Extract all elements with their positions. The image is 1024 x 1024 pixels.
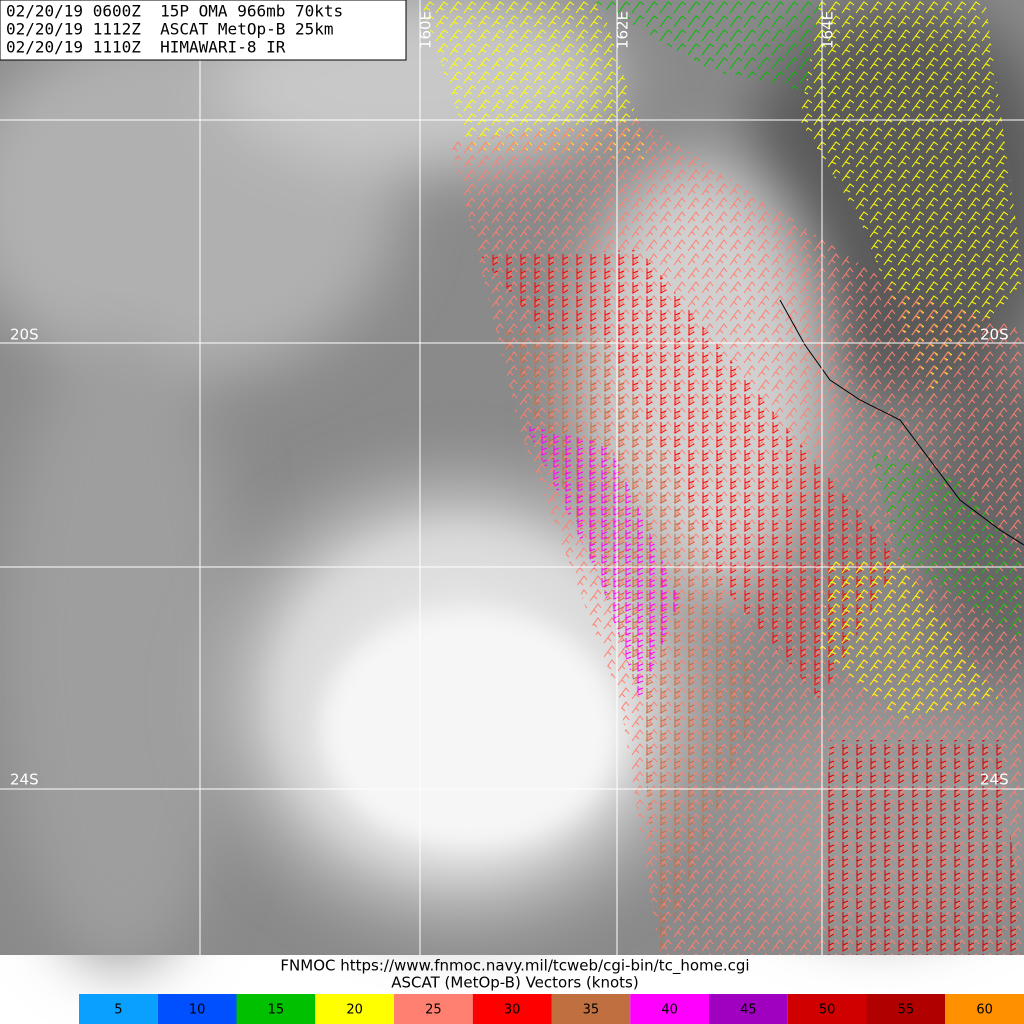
legend-swatch — [630, 994, 709, 1024]
legend-label: 55 — [898, 1003, 915, 1018]
lat-label: 20S — [980, 326, 1009, 344]
legend-swatch — [709, 994, 788, 1024]
legend-swatch — [866, 994, 946, 1024]
legend-label: 5 — [114, 1003, 122, 1018]
legend-label: 25 — [425, 1003, 442, 1018]
legend-label: 35 — [583, 1003, 600, 1018]
lon-label: 162E — [614, 11, 632, 49]
legend-swatch — [551, 994, 631, 1024]
lon-label: 160E — [417, 11, 435, 49]
lat-label: 24S — [980, 771, 1009, 789]
footer-caption: ASCAT (MetOp-B) Vectors (knots) — [391, 974, 638, 992]
legend-swatch — [787, 994, 867, 1024]
legend-label: 15 — [268, 1003, 285, 1018]
header-line: 02/20/19 1110Z HIMAWARI-8 IR — [6, 38, 286, 57]
lat-lon-grid — [0, 0, 1024, 955]
legend-label: 20 — [346, 1003, 363, 1018]
legend-swatch — [394, 994, 473, 1024]
legend-swatch — [157, 994, 237, 1024]
lat-label: 24S — [10, 771, 39, 789]
coastline — [779, 299, 1024, 546]
header-line: 02/20/19 1112Z ASCAT MetOp-B 25km — [6, 20, 334, 39]
color-legend: 5 10 15 20 25 30 35 40 45 50 55 60 — [79, 994, 1024, 1024]
legend-label: 60 — [976, 1003, 993, 1018]
legend-label: 40 — [661, 1003, 678, 1018]
lat-label: 20S — [10, 326, 39, 344]
header-box — [0, 0, 407, 61]
header-line: 02/20/19 0600Z 15P OMA 966mb 70kts — [6, 2, 343, 21]
legend-swatch — [236, 994, 316, 1024]
legend-label: 30 — [504, 1003, 521, 1018]
legend-label: 50 — [819, 1003, 836, 1018]
lon-label: 164E — [819, 11, 837, 49]
footer-source: FNMOC https://www.fnmoc.navy.mil/tcweb/c… — [280, 957, 749, 976]
legend-swatch — [79, 994, 158, 1024]
storm-eye-region — [320, 610, 620, 850]
legend-label: 10 — [189, 1003, 206, 1018]
legend-swatch — [315, 994, 394, 1024]
legend-label: 45 — [740, 1003, 757, 1018]
legend-swatch — [945, 994, 1024, 1024]
legend-swatch — [472, 994, 552, 1024]
